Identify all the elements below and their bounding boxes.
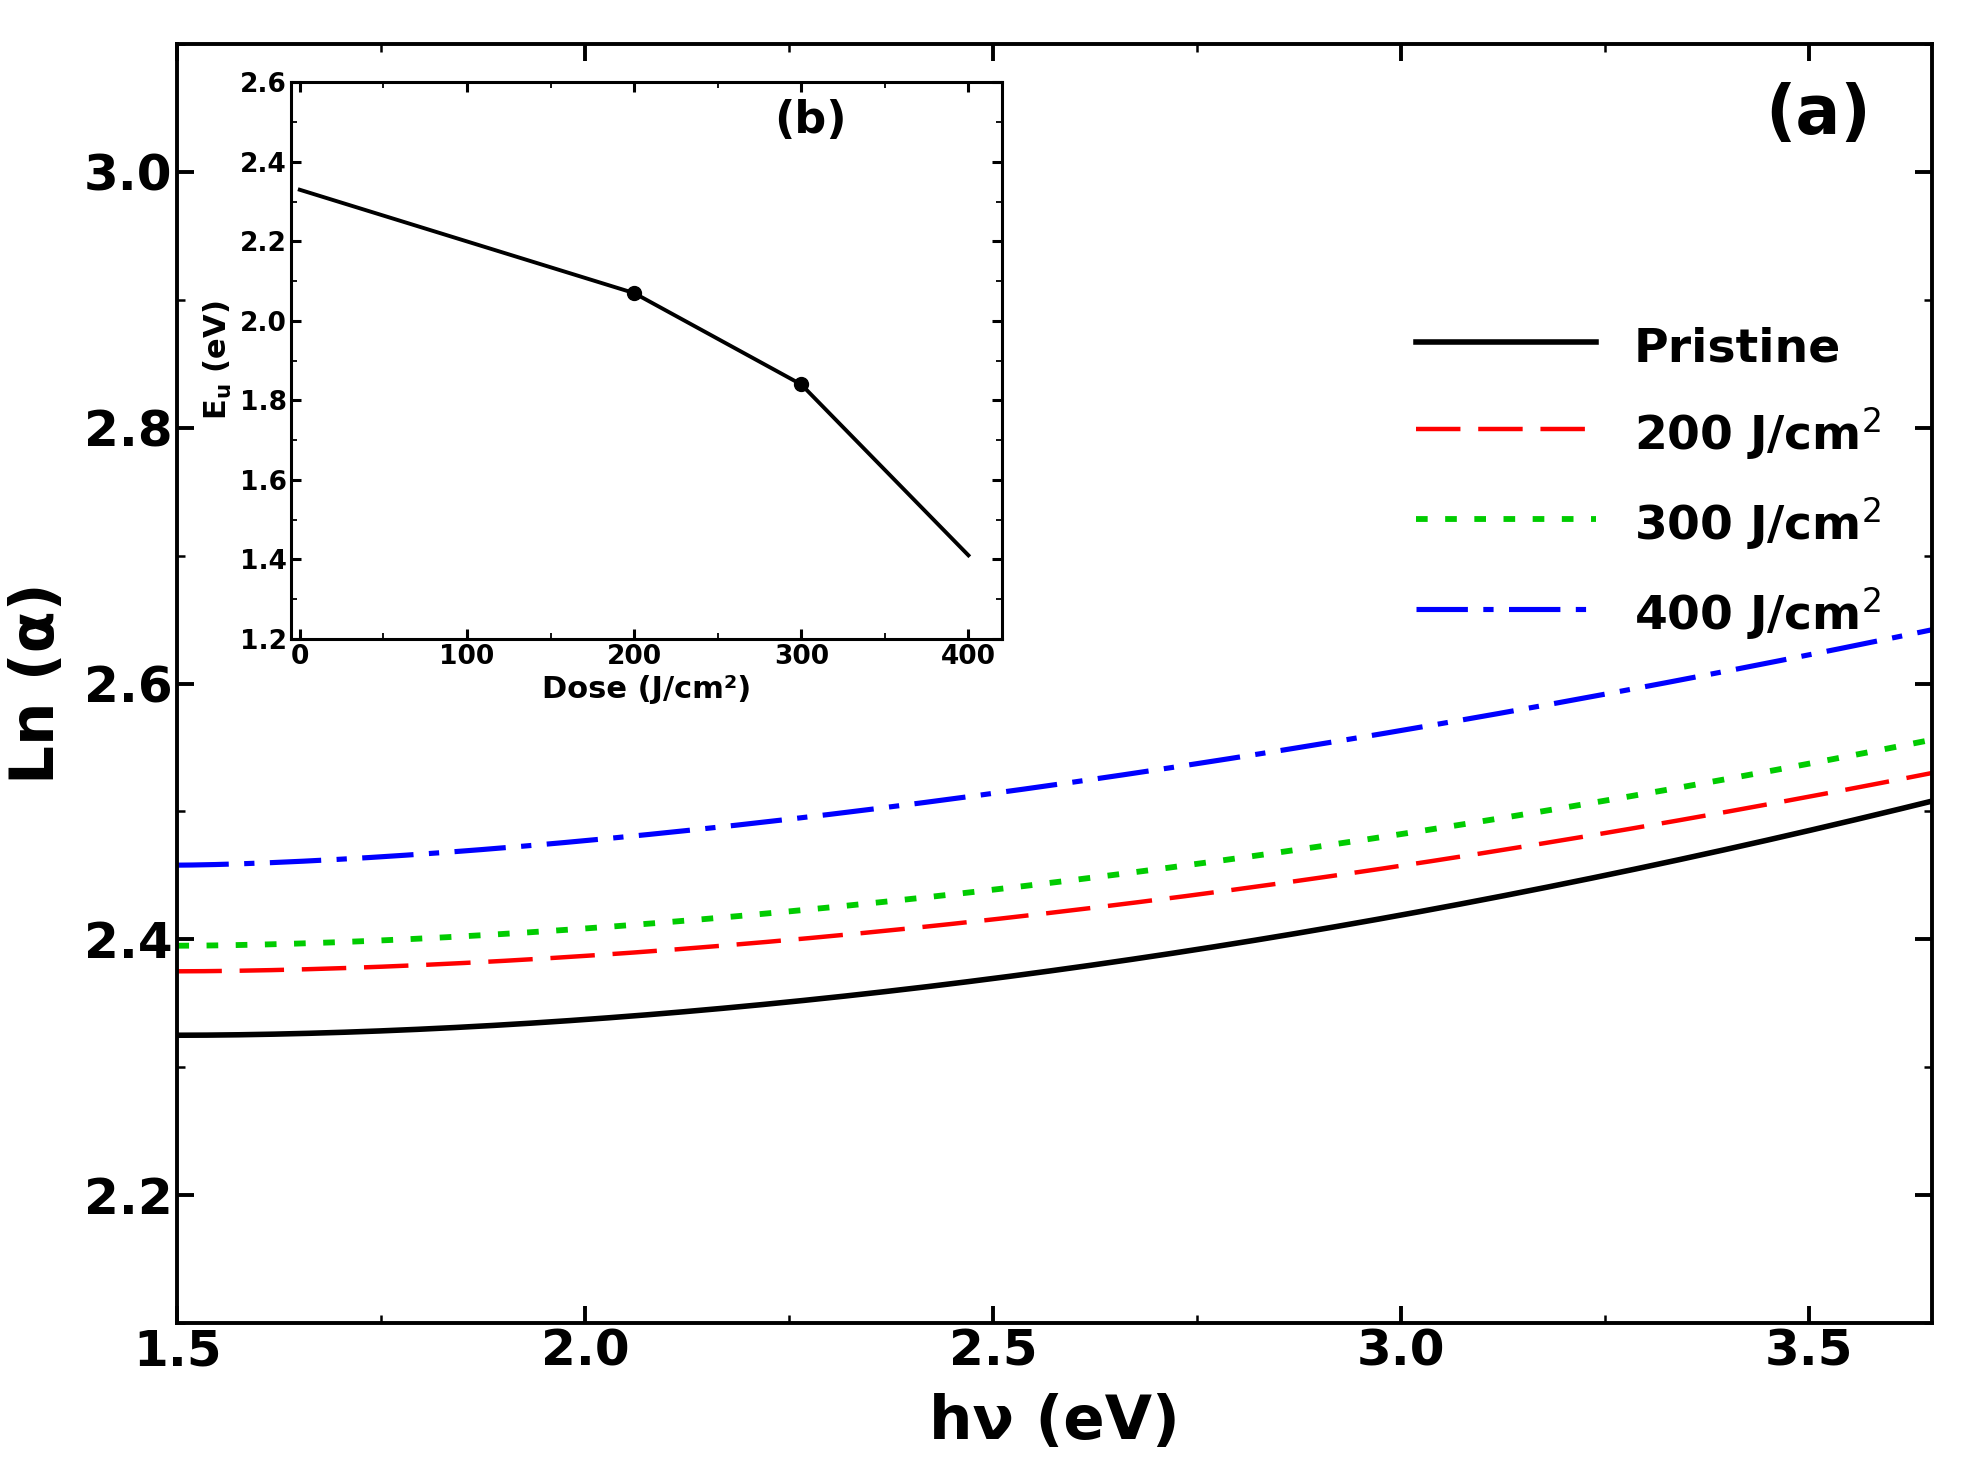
Legend: Pristine, 200 J/cm$^2$, 300 J/cm$^2$, 400 J/cm$^2$: Pristine, 200 J/cm$^2$, 300 J/cm$^2$, 40… bbox=[1393, 298, 1904, 666]
Y-axis label: Ln (α): Ln (α) bbox=[8, 582, 67, 785]
Text: (a): (a) bbox=[1764, 82, 1870, 148]
X-axis label: hν (eV): hν (eV) bbox=[928, 1392, 1181, 1451]
